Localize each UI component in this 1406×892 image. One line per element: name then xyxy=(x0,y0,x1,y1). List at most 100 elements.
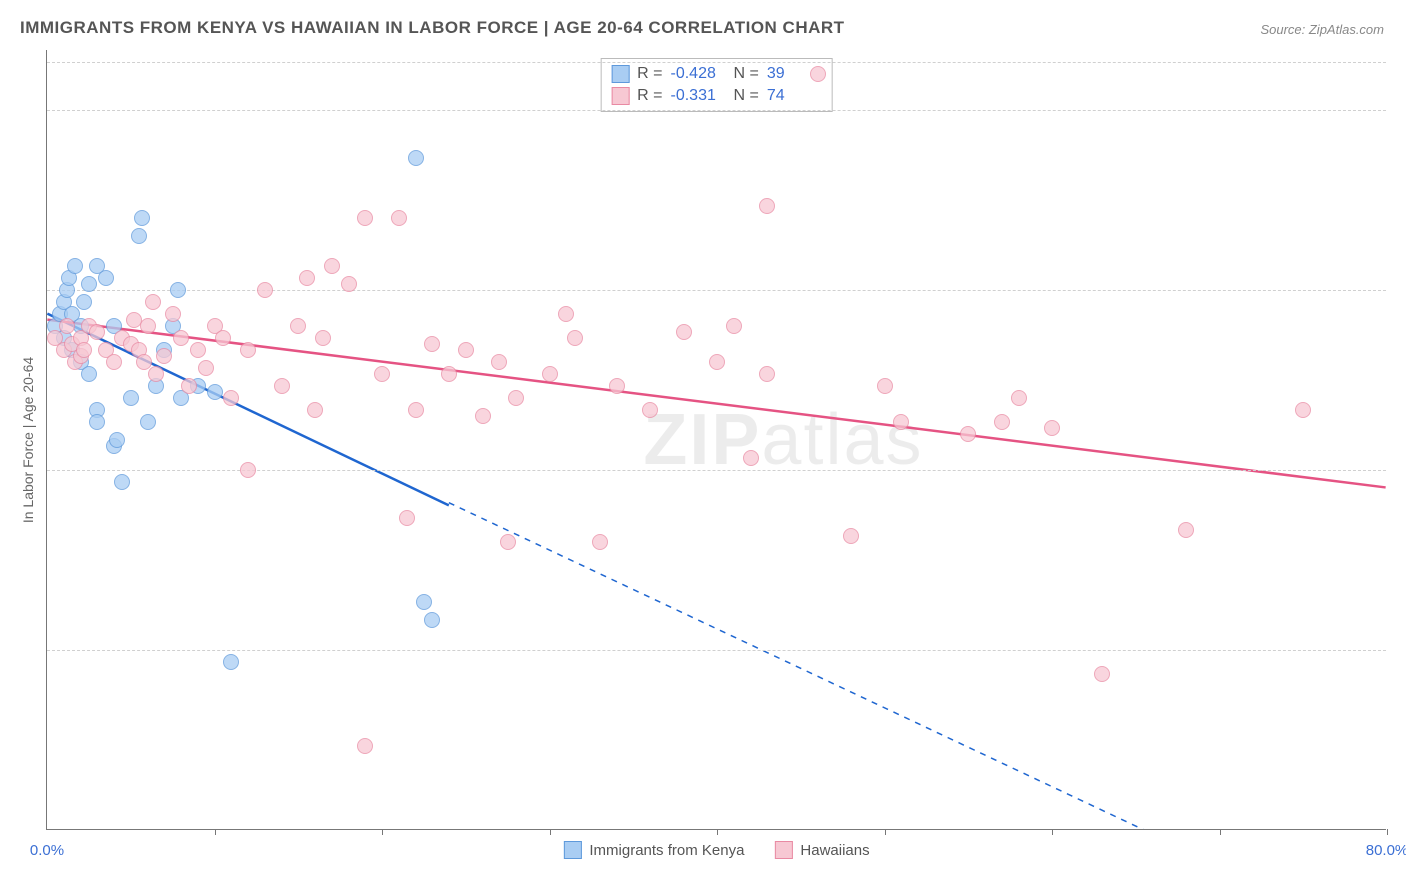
legend-swatch-kenya xyxy=(563,841,581,859)
data-point xyxy=(994,414,1010,430)
data-point xyxy=(59,318,75,334)
bottom-legend: Immigrants from Kenya Hawaiians xyxy=(563,841,869,859)
data-point xyxy=(274,378,290,394)
data-point xyxy=(1044,420,1060,436)
n-label: N = xyxy=(734,65,759,83)
data-point xyxy=(642,402,658,418)
n-label: N = xyxy=(734,87,759,105)
data-point xyxy=(165,306,181,322)
data-point xyxy=(98,270,114,286)
data-point xyxy=(441,366,457,382)
gridline-h xyxy=(47,650,1386,651)
data-point xyxy=(81,366,97,382)
swatch-kenya xyxy=(611,65,629,83)
legend-label-hawaiians: Hawaiians xyxy=(800,842,869,859)
data-point xyxy=(315,330,331,346)
data-point xyxy=(558,306,574,322)
data-point xyxy=(134,210,150,226)
gridline-h xyxy=(47,62,1386,63)
stats-row-kenya: R = -0.428 N = 39 xyxy=(611,63,822,85)
data-point xyxy=(156,348,172,364)
x-tick xyxy=(1220,829,1221,835)
y-tick-label: 55.0% xyxy=(1398,642,1406,659)
data-point xyxy=(76,342,92,358)
data-point xyxy=(408,150,424,166)
r-label: R = xyxy=(637,87,662,105)
data-point xyxy=(391,210,407,226)
data-point xyxy=(542,366,558,382)
r-value-kenya: -0.428 xyxy=(671,65,726,83)
data-point xyxy=(106,354,122,370)
data-point xyxy=(240,342,256,358)
data-point xyxy=(726,318,742,334)
legend-swatch-hawaiians xyxy=(774,841,792,859)
data-point xyxy=(207,384,223,400)
y-axis-title: In Labor Force | Age 20-64 xyxy=(20,357,36,523)
data-point xyxy=(1178,522,1194,538)
x-tick xyxy=(550,829,551,835)
data-point xyxy=(399,510,415,526)
data-point xyxy=(341,276,357,292)
data-point xyxy=(500,534,516,550)
data-point xyxy=(759,198,775,214)
data-point xyxy=(374,366,390,382)
data-point xyxy=(89,324,105,340)
chart-container: IMMIGRANTS FROM KENYA VS HAWAIIAN IN LAB… xyxy=(0,0,1406,892)
watermark-bold: ZIP xyxy=(643,400,761,480)
plot-area: ZIPatlas R = -0.428 N = 39 R = -0.331 N … xyxy=(46,50,1386,830)
data-point xyxy=(89,414,105,430)
data-point xyxy=(1295,402,1311,418)
y-tick-label: 85.0% xyxy=(1398,282,1406,299)
data-point xyxy=(357,210,373,226)
data-point xyxy=(181,378,197,394)
data-point xyxy=(198,360,214,376)
data-point xyxy=(475,408,491,424)
data-point xyxy=(114,474,130,490)
x-tick xyxy=(717,829,718,835)
data-point xyxy=(148,366,164,382)
gridline-h xyxy=(47,110,1386,111)
data-point xyxy=(357,738,373,754)
data-point xyxy=(290,318,306,334)
data-point xyxy=(173,330,189,346)
y-tick-label: 70.0% xyxy=(1398,462,1406,479)
data-point xyxy=(240,462,256,478)
data-point xyxy=(307,402,323,418)
trendlines-svg xyxy=(47,50,1386,829)
y-tick-label: 100.0% xyxy=(1398,102,1406,119)
data-point xyxy=(131,228,147,244)
swatch-hawaiians xyxy=(611,87,629,105)
data-point xyxy=(223,390,239,406)
data-point xyxy=(76,294,92,310)
data-point xyxy=(893,414,909,430)
stats-row-hawaiians: R = -0.331 N = 74 xyxy=(611,85,822,107)
data-point xyxy=(843,528,859,544)
data-point xyxy=(424,612,440,628)
chart-title: IMMIGRANTS FROM KENYA VS HAWAIIAN IN LAB… xyxy=(20,18,845,38)
data-point xyxy=(877,378,893,394)
data-point xyxy=(170,282,186,298)
data-point xyxy=(743,450,759,466)
data-point xyxy=(1011,390,1027,406)
n-value-hawaiians: 74 xyxy=(767,87,822,105)
x-tick xyxy=(382,829,383,835)
source-prefix: Source: xyxy=(1260,22,1308,37)
data-point xyxy=(223,654,239,670)
data-point xyxy=(145,294,161,310)
data-point xyxy=(299,270,315,286)
data-point xyxy=(676,324,692,340)
x-tick xyxy=(215,829,216,835)
data-point xyxy=(424,336,440,352)
data-point xyxy=(324,258,340,274)
x-tick-label: 80.0% xyxy=(1366,842,1406,859)
data-point xyxy=(491,354,507,370)
data-point xyxy=(140,318,156,334)
source-attribution: Source: ZipAtlas.com xyxy=(1260,22,1384,37)
x-tick-label: 0.0% xyxy=(30,842,64,859)
gridline-h xyxy=(47,290,1386,291)
x-tick xyxy=(1387,829,1388,835)
x-tick xyxy=(1052,829,1053,835)
legend-item-hawaiians: Hawaiians xyxy=(774,841,869,859)
watermark-light: atlas xyxy=(761,400,923,480)
x-tick xyxy=(885,829,886,835)
